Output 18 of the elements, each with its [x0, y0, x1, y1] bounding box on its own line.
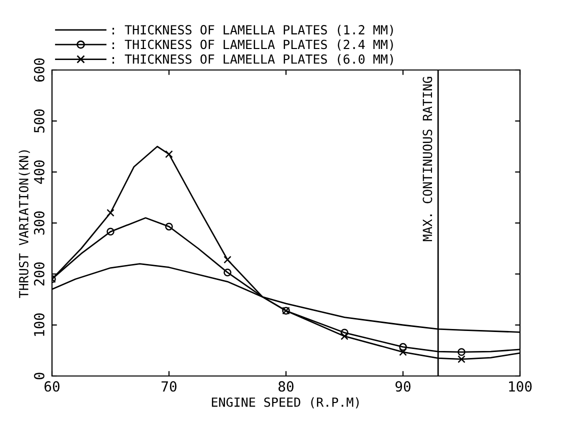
y-tick-label: 100: [34, 313, 44, 336]
y-tick-label: 600: [34, 58, 44, 82]
y-tick-label: 300: [34, 211, 44, 235]
x-axis-title: ENGINE SPEED (R.P.M): [212, 397, 359, 408]
legend-label: : THICKNESS OF LAMELLA PLATES (6.0 MM): [112, 54, 393, 66]
x-tick-label: 90: [396, 381, 410, 392]
y-tick-label: 0: [34, 372, 44, 380]
y-axis-title: THRUST VARIATION(KN): [18, 150, 30, 298]
y-tick-label: 400: [34, 160, 44, 184]
x-tick-label: 100: [509, 381, 532, 392]
ref-line-label: MAX. CONTINUOUS RATING: [422, 76, 432, 242]
x-tick-label: 70: [162, 381, 176, 392]
y-tick-label: 500: [34, 109, 44, 133]
legend-label: : THICKNESS OF LAMELLA PLATES (2.4 MM): [112, 40, 393, 51]
x-tick-label: 80: [278, 381, 294, 392]
legend-label: : THICKNESS OF LAMELLA PLATES (1.2 MM): [112, 24, 393, 36]
y-tick-label: 200: [34, 262, 44, 286]
x-tick-label: 60: [44, 381, 60, 392]
